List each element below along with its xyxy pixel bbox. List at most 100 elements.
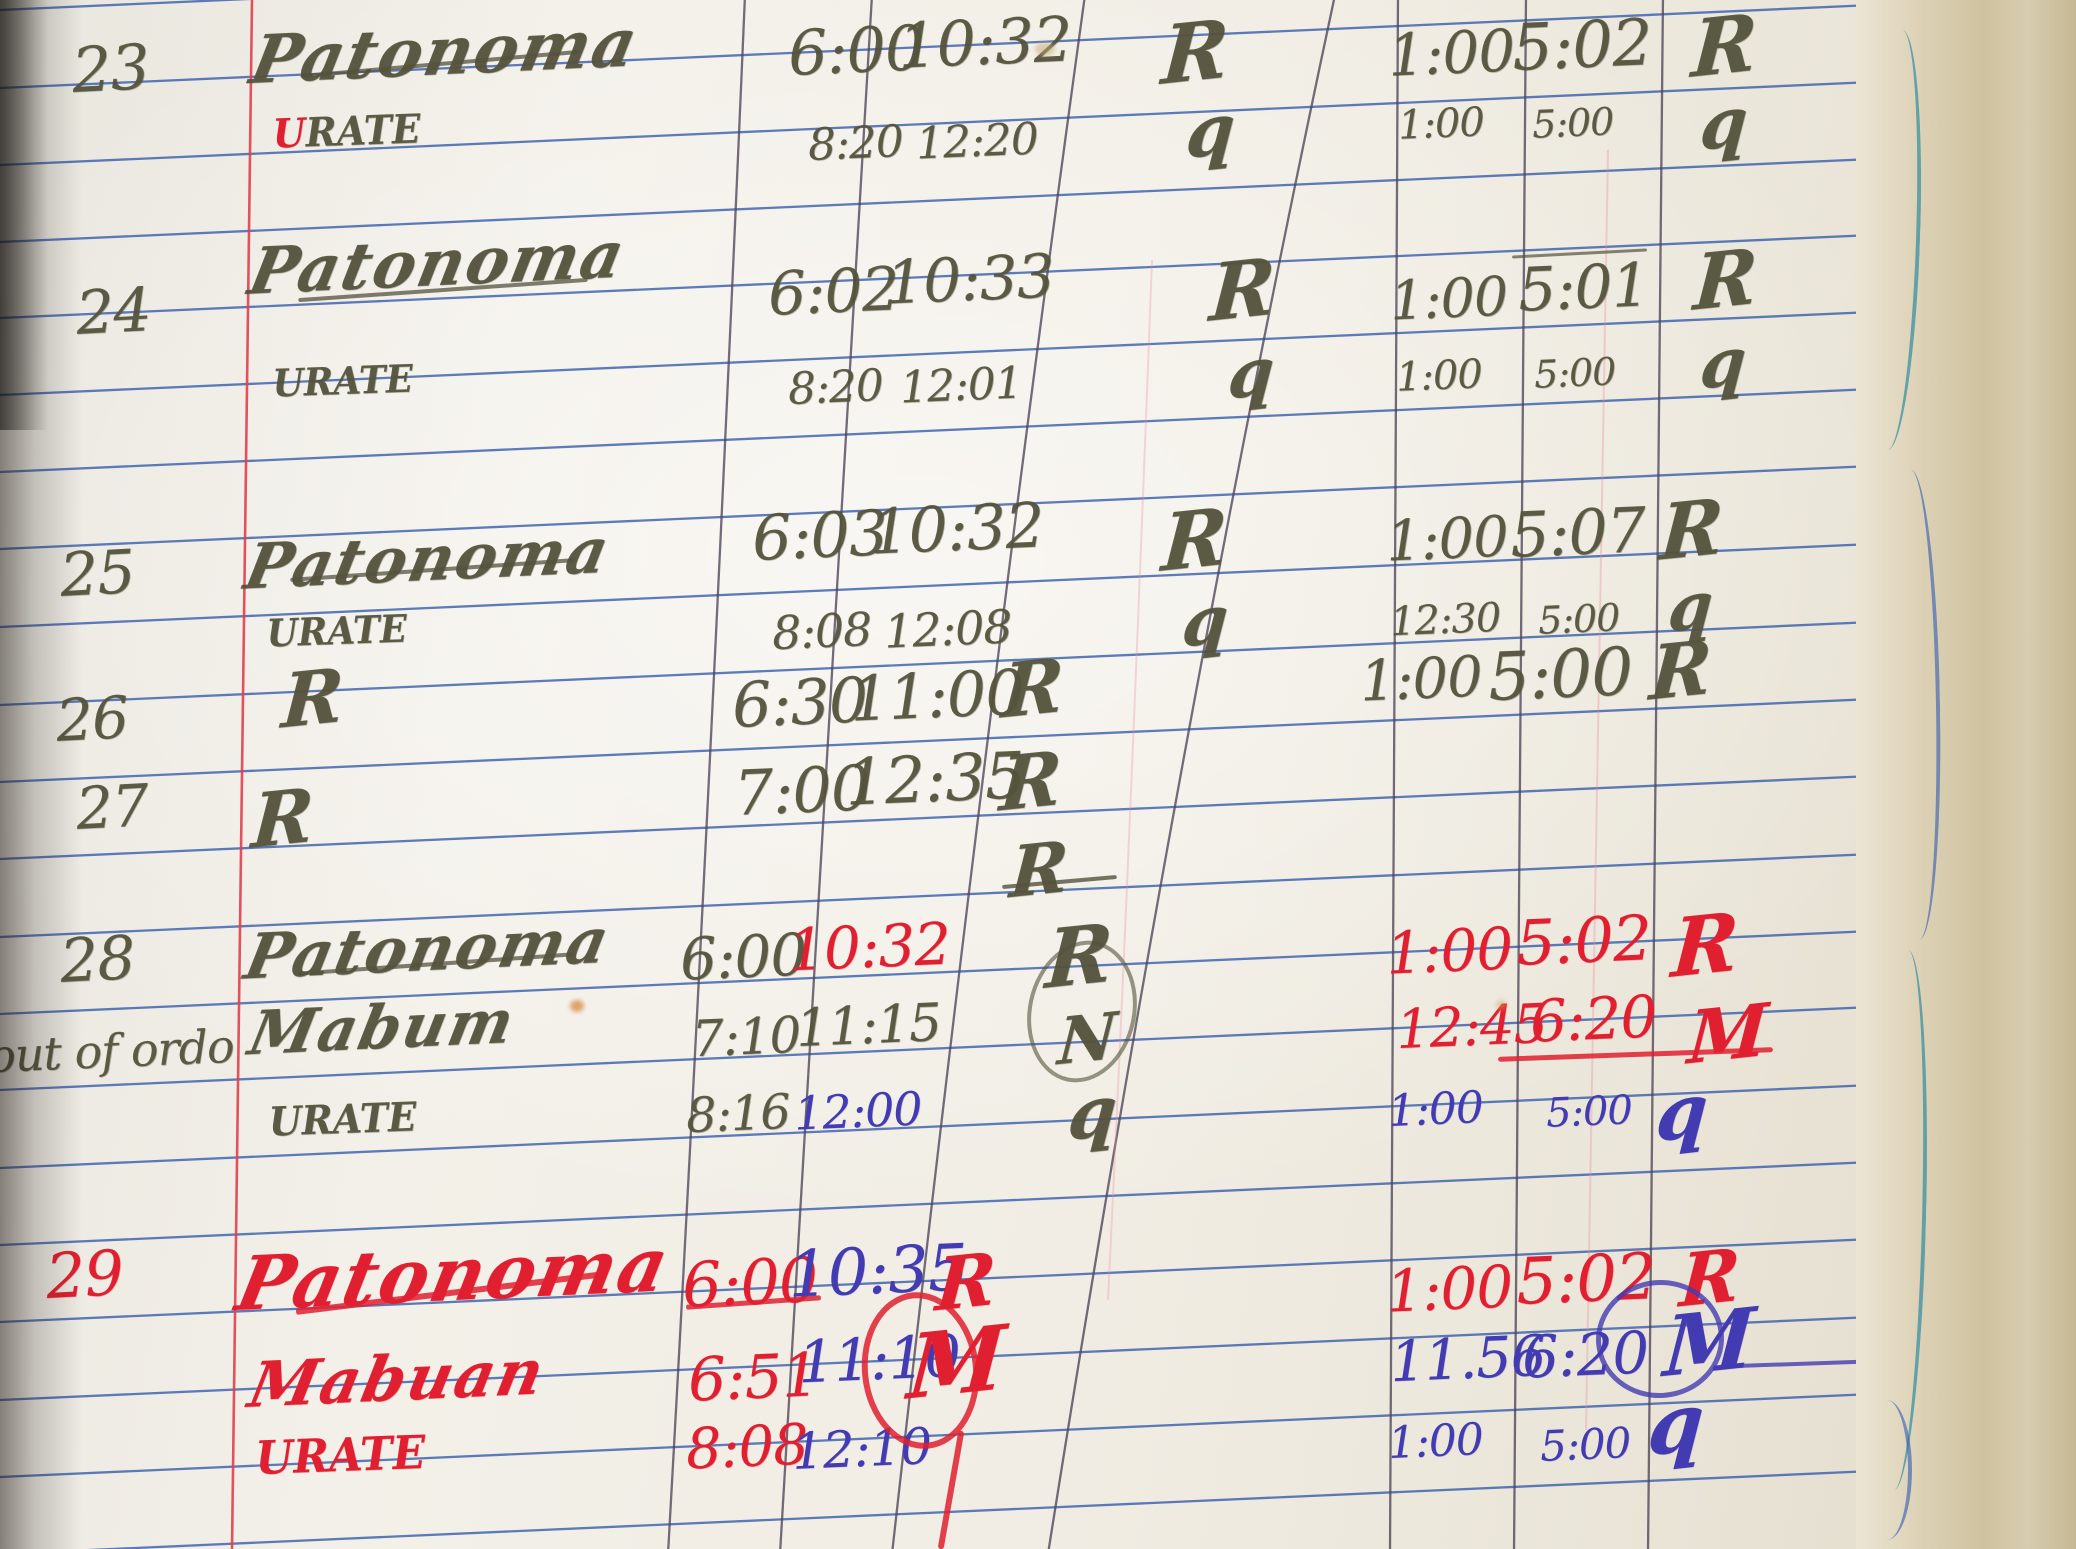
time-entry: 12:45: [1394, 991, 1548, 1062]
time-entry: 1:00: [1384, 1252, 1514, 1326]
time-entry: 1:00: [1358, 644, 1484, 715]
time-entry: 5:00: [1531, 99, 1615, 147]
time-entry: 11:00: [848, 655, 1026, 736]
time-entry: 12:20: [914, 113, 1039, 170]
initials-entry: q: [1225, 331, 1276, 415]
time-entry: 10:32: [786, 909, 952, 985]
time-entry: 5:00: [1538, 1418, 1632, 1471]
column-line-6: [1512, 0, 1528, 1549]
column-line-3: [891, 0, 1086, 1549]
time-entry: 12:01: [898, 357, 1023, 414]
medication-name-tertiary: URATE: [267, 1093, 418, 1146]
medication-name: Patonoma: [242, 217, 633, 310]
initials-entry: q: [1653, 1066, 1710, 1160]
initials-entry: q: [1697, 321, 1748, 405]
bleed-line-1: [1107, 259, 1153, 1301]
initials-entry: R: [1007, 824, 1071, 915]
time-entry: 5:01: [1516, 250, 1651, 326]
time-entry: 1:00: [1384, 914, 1514, 988]
initials-entry: R: [997, 735, 1064, 829]
time-entry: 1:00: [1386, 16, 1516, 90]
bleed-line-2: [1585, 149, 1609, 1431]
time-entry: 6:02: [766, 254, 901, 330]
column-line-4: [1047, 0, 1336, 1549]
time-entry: 1:00: [1384, 504, 1510, 575]
time-entry: 6:20: [1528, 982, 1658, 1056]
date-cell: 27: [74, 771, 150, 843]
time-entry: 1:00: [1388, 264, 1509, 333]
initials-entry: R: [1158, 491, 1229, 590]
medication-name-secondary: URATE: [271, 105, 421, 158]
time-entry: 12:00: [792, 1081, 923, 1141]
gutter-shadow-top: [0, 0, 48, 430]
medication-name-secondary: URATE: [265, 605, 408, 656]
initials-entry: N: [1055, 998, 1119, 1081]
urate-initial: U: [271, 109, 307, 158]
medication-name-secondary: Mabum: [243, 986, 522, 1070]
time-entry: 5:07: [1508, 493, 1647, 572]
paper-stain: [1035, 42, 1055, 56]
time-entry: 1:00: [1386, 1082, 1484, 1137]
initials-entry: q: [1179, 579, 1230, 663]
time-entry: 6:03: [750, 496, 889, 575]
page-edge-line: [1862, 29, 1928, 451]
time-entry: 5:02: [1510, 6, 1654, 86]
initials-entry: M: [1685, 986, 1770, 1081]
time-entry: 5:00: [1545, 1087, 1633, 1137]
time-entry: 7:10: [690, 1005, 802, 1069]
initials-entry: R: [999, 642, 1066, 736]
column-line-5: [1388, 0, 1400, 1549]
time-entry: 8:08: [770, 601, 873, 661]
paper-stain: [1496, 1000, 1506, 1010]
column-line-1: [667, 0, 746, 1549]
time-entry: 12:08: [882, 599, 1013, 659]
red-margin-line: [230, 0, 254, 1549]
page-edge: [1856, 0, 2076, 1549]
time-entry: 8:16: [684, 1083, 791, 1145]
initials-entry: R: [1647, 624, 1714, 718]
time-entry: 10:32: [868, 488, 1046, 569]
paper-stain: [570, 1000, 584, 1012]
date-cell: 24: [74, 275, 153, 349]
initials-entry: R: [1668, 893, 1741, 997]
time-entry: 5:00: [1533, 349, 1617, 397]
column-line-7: [1646, 0, 1665, 1549]
time-entry: 1:00: [1386, 1414, 1484, 1469]
initials-entry: q: [1697, 81, 1750, 167]
time-entry: 5:02: [1514, 901, 1653, 980]
time-entry: 11:15: [794, 992, 943, 1060]
initials-entry: R: [1688, 0, 1759, 96]
initials-entry: q: [1183, 85, 1237, 176]
time-entry: 10:33: [884, 241, 1056, 319]
medication-name-tertiary: URATE: [254, 1425, 427, 1485]
time-entry: 5:00: [1486, 633, 1634, 716]
time-entry: 6:30: [730, 663, 869, 742]
initials-entry: M: [1660, 1289, 1757, 1397]
time-entry: 1:00: [1397, 99, 1485, 149]
medication-name: R: [249, 772, 316, 866]
time-entry: 1:00: [1395, 351, 1483, 401]
initials-entry: M: [904, 1304, 1008, 1420]
initials-entry: q: [1644, 1373, 1707, 1475]
medication-name-secondary: Mabuan: [242, 1334, 552, 1423]
page-edge-line: [1862, 1400, 1912, 1540]
initials-entry: R: [1158, 0, 1231, 104]
initials-entry: q: [1065, 1067, 1119, 1158]
medication-name: Patonoma: [238, 903, 617, 994]
medication-name: Patonoma: [244, 2, 646, 100]
time-entry: 8:20: [786, 360, 884, 415]
date-cell: 23: [70, 30, 151, 107]
initials-entry: R: [1657, 481, 1726, 578]
urate-rest: RATE: [304, 105, 422, 157]
initials-entry: R: [1691, 231, 1760, 328]
column-line-2: [779, 0, 873, 1549]
time-entry: 12:30: [1389, 594, 1502, 646]
medication-name: R: [279, 652, 346, 746]
initials-entry: R: [1206, 241, 1277, 340]
medication-name-secondary: URATE: [271, 355, 414, 406]
page-edge-line: [1885, 469, 1945, 941]
time-entry: 8:20: [806, 116, 904, 171]
column-lines: [667, 0, 1665, 1549]
